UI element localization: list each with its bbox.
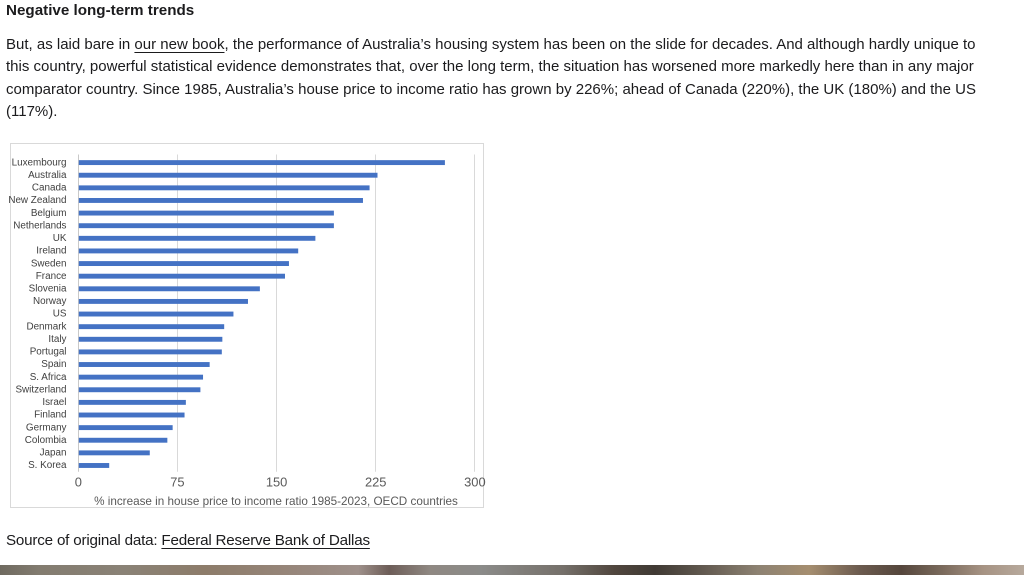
svg-text:Denmark: Denmark <box>26 321 66 332</box>
svg-text:Sweden: Sweden <box>31 258 67 269</box>
svg-text:Colombia: Colombia <box>25 435 67 446</box>
svg-text:Italy: Italy <box>48 334 66 345</box>
svg-text:Finland: Finland <box>34 410 66 421</box>
svg-text:225: 225 <box>365 475 387 490</box>
svg-text:Japan: Japan <box>40 448 67 459</box>
svg-text:S. Korea: S. Korea <box>28 460 67 471</box>
svg-text:France: France <box>36 271 67 282</box>
svg-text:% increase in house price to i: % increase in house price to income rati… <box>94 495 458 508</box>
svg-text:Switzerland: Switzerland <box>15 384 66 395</box>
svg-text:UK: UK <box>53 233 67 244</box>
svg-text:Ireland: Ireland <box>36 246 66 257</box>
svg-text:0: 0 <box>75 475 82 490</box>
svg-text:Belgium: Belgium <box>31 208 67 219</box>
svg-text:New Zealand: New Zealand <box>8 195 66 206</box>
svg-text:Portugal: Portugal <box>30 347 67 358</box>
svg-text:Canada: Canada <box>32 183 67 194</box>
svg-text:75: 75 <box>170 475 184 490</box>
svg-text:Norway: Norway <box>33 296 67 307</box>
svg-text:Germany: Germany <box>26 422 67 433</box>
svg-text:Slovenia: Slovenia <box>29 284 67 295</box>
svg-text:Netherlands: Netherlands <box>13 220 66 231</box>
svg-text:150: 150 <box>266 475 288 490</box>
svg-text:Spain: Spain <box>41 359 66 370</box>
svg-text:Luxembourg: Luxembourg <box>12 157 67 168</box>
svg-text:S. Africa: S. Africa <box>30 372 67 383</box>
svg-text:300: 300 <box>464 475 486 490</box>
svg-text:US: US <box>53 309 67 320</box>
svg-text:Australia: Australia <box>28 170 67 181</box>
svg-text:Israel: Israel <box>42 397 66 408</box>
